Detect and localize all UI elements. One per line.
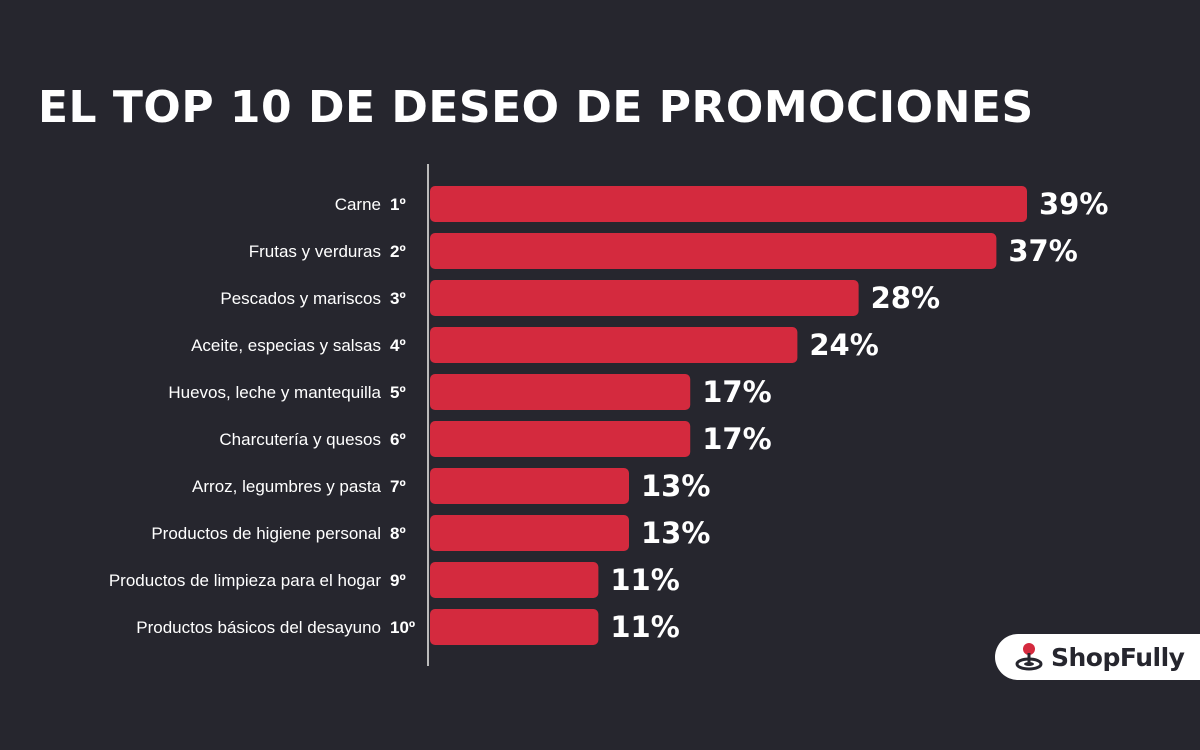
value-label: 17%	[702, 422, 771, 456]
rank-label: 2º	[390, 242, 406, 261]
category-label: Arroz, legumbres y pasta	[192, 477, 382, 496]
category-label: Aceite, especias y salsas	[191, 336, 381, 355]
value-label: 24%	[809, 328, 878, 362]
bar	[430, 327, 798, 363]
value-label: 39%	[1039, 187, 1108, 221]
bars-layer: Carne 1º 39% Frutas y verduras 2º 37% Pescados…	[109, 186, 1108, 645]
value-label: 13%	[641, 516, 710, 550]
bar	[430, 186, 1027, 222]
category-label: Productos de higiene personal	[151, 524, 381, 543]
shopfully-logo: ShopFully	[995, 634, 1200, 680]
value-label: 11%	[610, 610, 679, 644]
category-label: Pescados y mariscos	[220, 289, 381, 308]
rank-label: 7º	[390, 477, 406, 496]
bar	[430, 374, 691, 410]
category-label: Huevos, leche y mantequilla	[168, 383, 381, 402]
bar	[430, 609, 599, 645]
value-label: 17%	[702, 375, 771, 409]
rank-label: 4º	[390, 336, 406, 355]
category-label: Productos básicos del desayuno	[136, 618, 381, 637]
bar	[430, 515, 629, 551]
rank-label: 6º	[390, 430, 406, 449]
rank-label: 10º	[390, 618, 415, 637]
category-label: Carne	[335, 195, 381, 214]
rank-label: 1º	[390, 195, 406, 214]
bar	[430, 468, 629, 504]
rank-label: 3º	[390, 289, 406, 308]
value-label: 37%	[1008, 234, 1077, 268]
rank-label: 8º	[390, 524, 406, 543]
rank-label: 5º	[390, 383, 406, 402]
bar	[430, 280, 859, 316]
brand-name: ShopFully	[1051, 642, 1185, 672]
chart-title: EL TOP 10 DE DESEO DE PROMOCIONES	[38, 82, 1034, 133]
value-label: 11%	[610, 563, 679, 597]
bar	[430, 421, 691, 457]
value-label: 28%	[871, 281, 940, 315]
bar	[430, 233, 997, 269]
bar	[430, 562, 599, 598]
joystick-logo-icon	[1015, 643, 1043, 671]
rank-label: 9º	[390, 571, 406, 590]
category-label: Frutas y verduras	[249, 242, 381, 261]
value-label: 13%	[641, 469, 710, 503]
category-label: Charcutería y quesos	[219, 430, 381, 449]
category-label: Productos de limpieza para el hogar	[109, 571, 381, 590]
